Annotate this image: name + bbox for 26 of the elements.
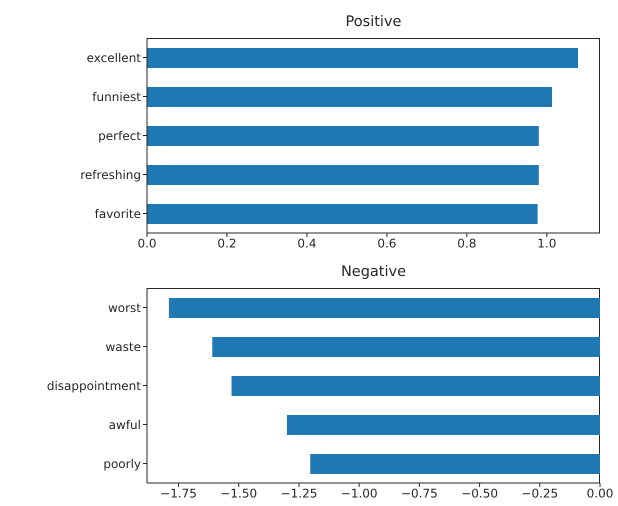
chart-title: Positive — [344, 14, 402, 30]
x-tick-label: −1.00 — [340, 486, 378, 501]
x-tick-label: −0.50 — [461, 486, 498, 501]
x-tick-label: 0.2 — [217, 236, 237, 251]
y-tick-label: worst — [108, 300, 142, 315]
x-tick-label: 1.0 — [537, 236, 556, 251]
y-tick-label: poorly — [103, 456, 141, 471]
x-tick-label: −1.25 — [280, 486, 318, 501]
y-tick-label: funniest — [92, 90, 142, 104]
x-tick-label: −1.50 — [220, 486, 258, 501]
chart-title: Negative — [340, 264, 408, 280]
x-tick-label: 0.8 — [457, 236, 476, 251]
x-tick-label: −0.25 — [521, 486, 558, 501]
y-tick-label: disappointment — [46, 378, 142, 393]
y-tick-label: perfect — [98, 128, 142, 143]
x-tick-label: −0.75 — [400, 486, 438, 501]
y-tick-label: awful — [108, 418, 141, 432]
x-tick-label: 0.6 — [377, 236, 396, 251]
y-tick-label: waste — [105, 340, 141, 354]
x-tick-label: −1.75 — [160, 486, 197, 501]
y-tick-label: favorite — [94, 206, 141, 221]
x-tick-label: 0.00 — [586, 486, 614, 501]
x-tick-label: 0.0 — [137, 236, 157, 251]
x-tick-label: 0.4 — [297, 236, 316, 251]
y-tick-label: excellent — [86, 50, 142, 65]
y-tick-label: refreshing — [80, 168, 141, 182]
